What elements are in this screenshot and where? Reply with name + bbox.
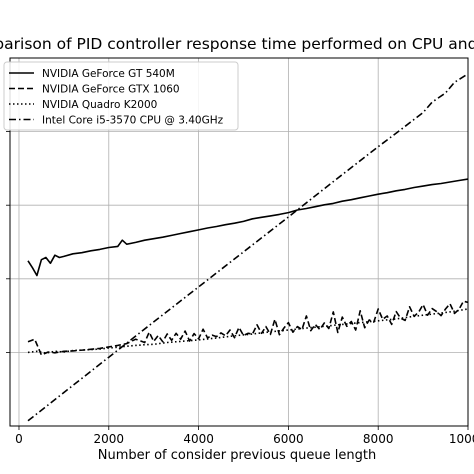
x-axis-label: Number of consider previous queue length — [98, 448, 376, 463]
legend-label-2: NVIDIA Quadro K2000 — [42, 99, 157, 111]
x-tick-label: 10000 — [449, 432, 474, 446]
axis-ticks: 0 2000 4000 6000 8000 10000 — [6, 131, 474, 446]
legend-label-1: NVIDIA GeForce GTX 1060 — [42, 84, 180, 96]
legend-label-3: Intel Core i5-3570 CPU @ 3.40GHz — [42, 115, 224, 127]
series-line-1 — [27, 300, 469, 356]
series-line-2 — [27, 308, 469, 354]
x-tick-label: 6000 — [273, 432, 304, 446]
x-tick-label: 4000 — [183, 432, 214, 446]
series-line-0 — [27, 178, 469, 277]
series-line-3 — [27, 73, 469, 422]
x-tick-label: 0 — [15, 432, 23, 446]
plot-frame — [9, 57, 469, 427]
legend-label-0: NVIDIA GeForce GT 540M — [42, 68, 175, 80]
chart-title: Comparison of PID controller response ti… — [0, 35, 474, 53]
x-tick-label: 2000 — [94, 432, 125, 446]
legend-box — [3, 61, 239, 131]
legend: NVIDIA GeForce GT 540M NVIDIA GeForce GTX… — [3, 61, 239, 131]
series-lines — [27, 73, 469, 422]
x-tick-label: 8000 — [363, 432, 394, 446]
